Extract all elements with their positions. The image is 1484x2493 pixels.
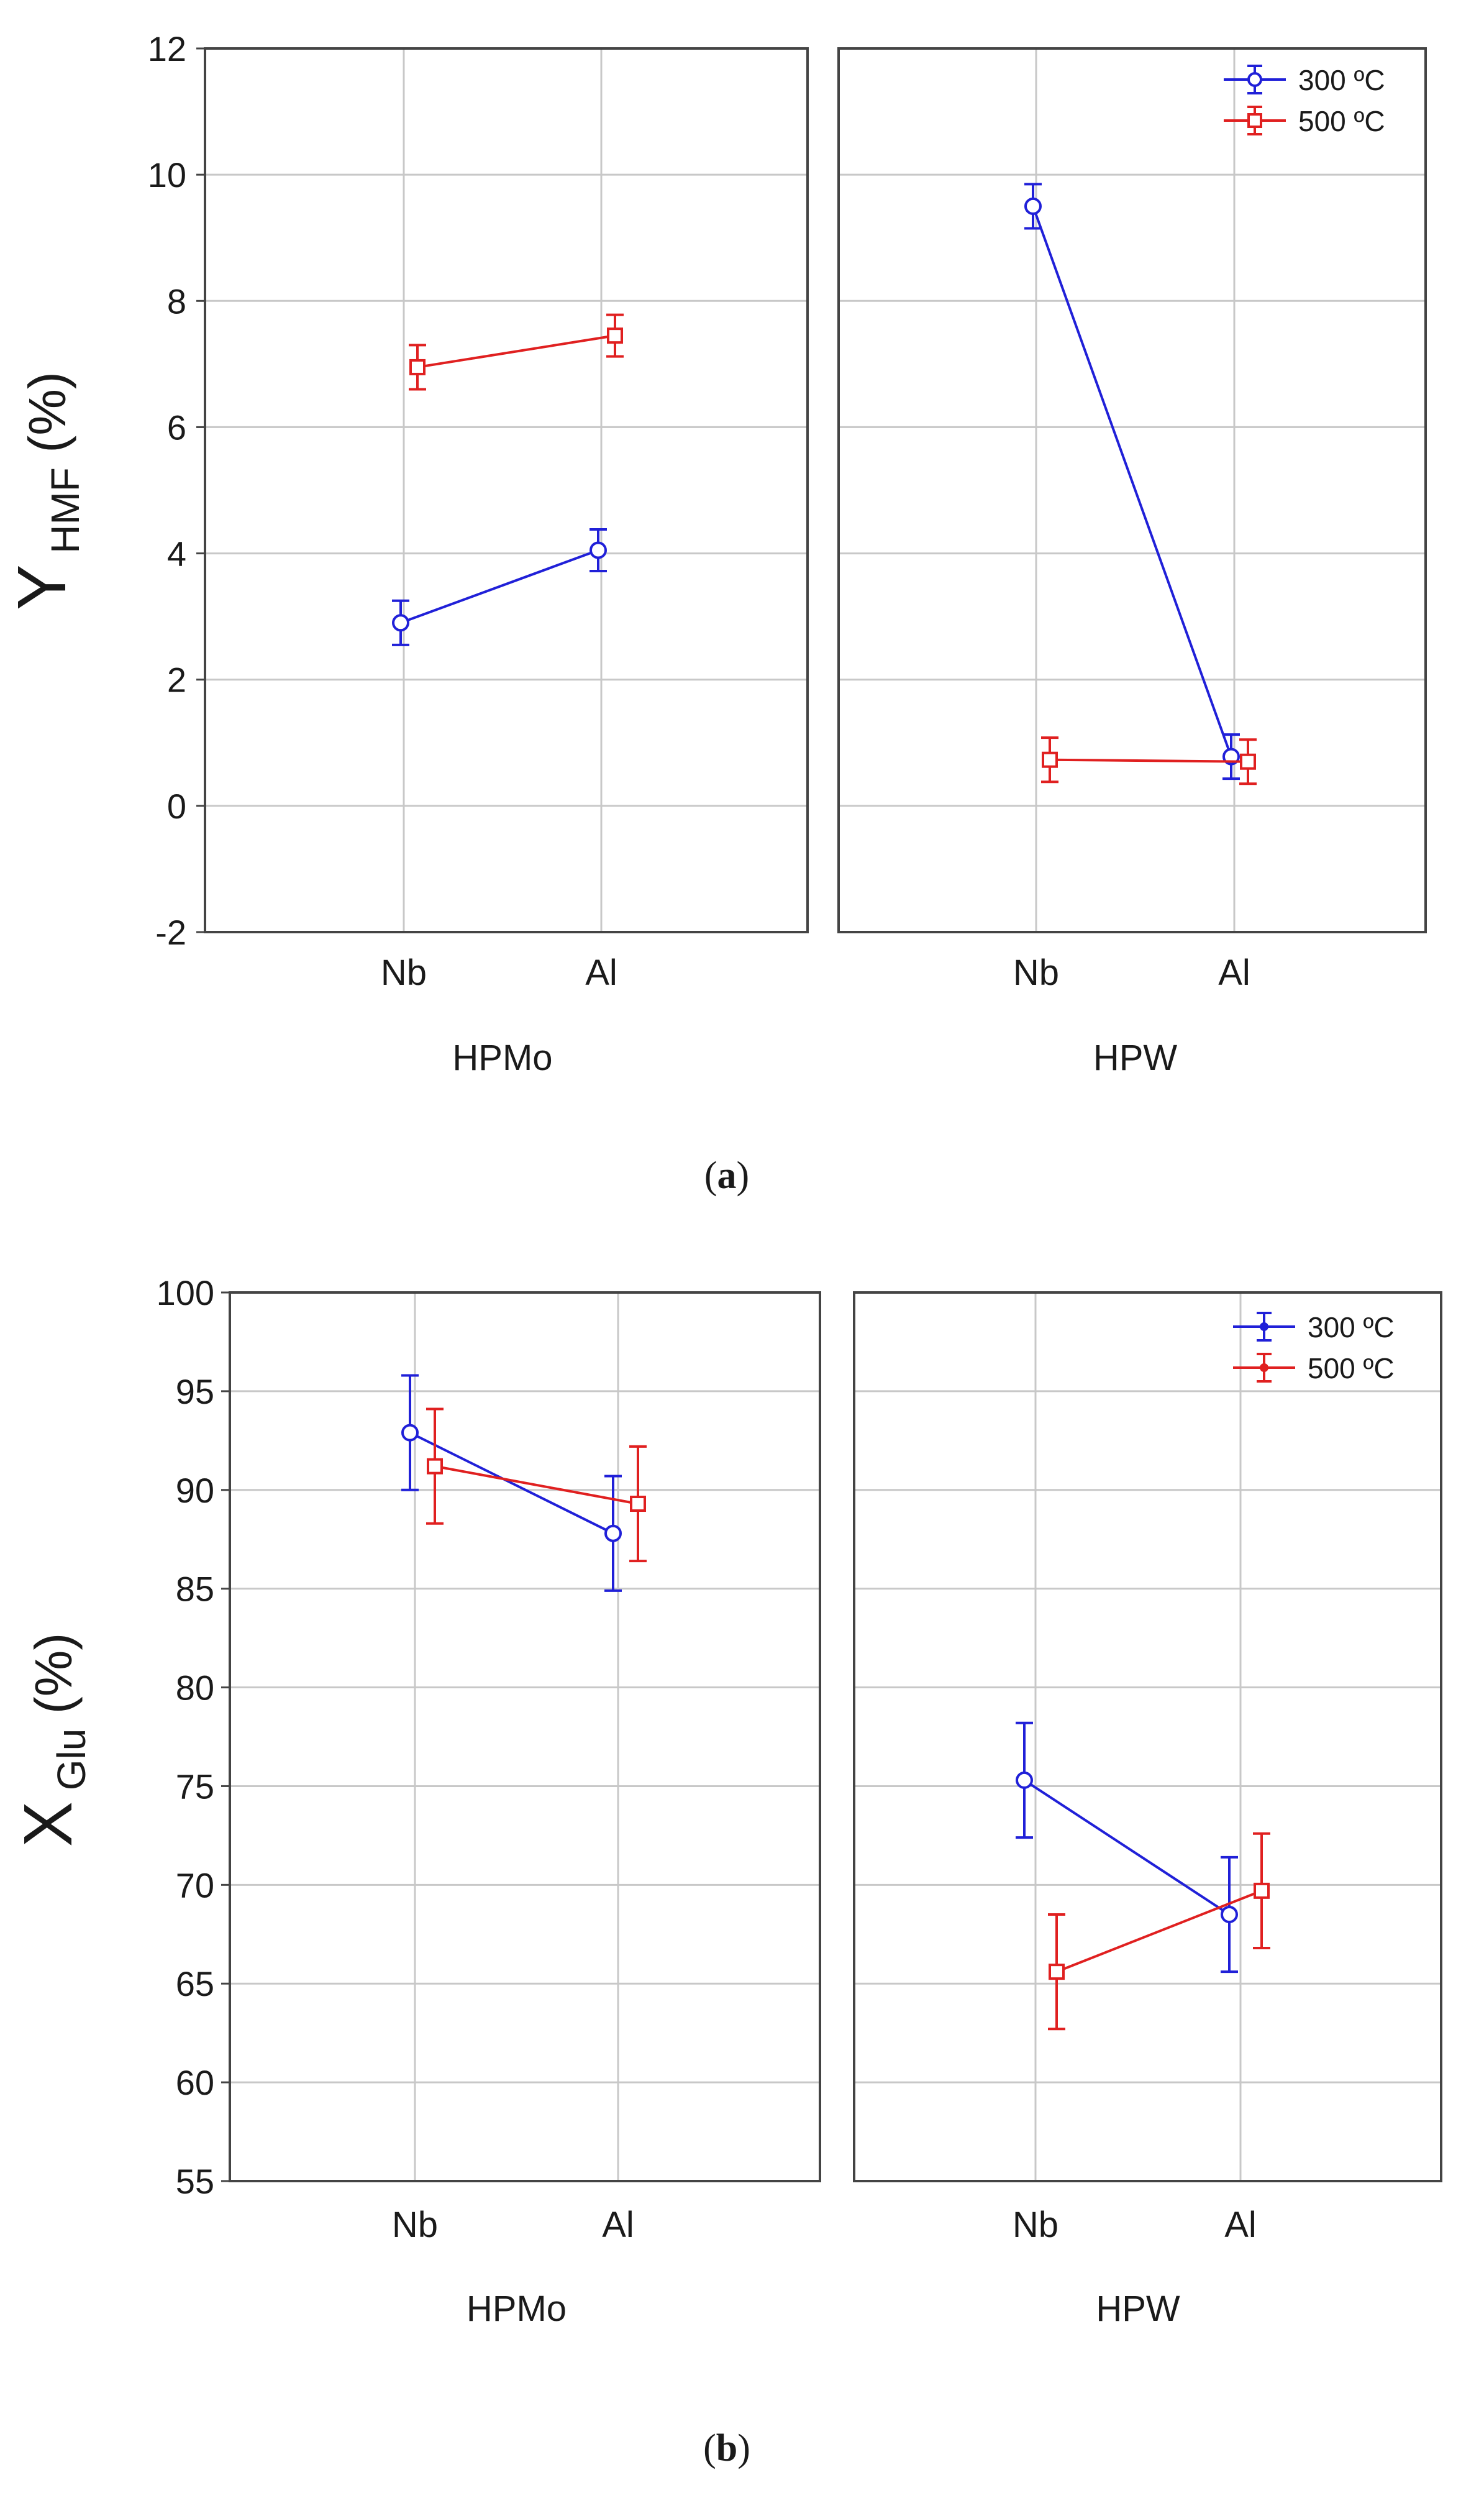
legend-marker [1260,1363,1268,1372]
y-tick-label: 95 [176,1372,214,1411]
series-a-HPMo-1 [409,313,624,391]
legend-marker [1247,72,1262,87]
y-tick-label: 12 [148,29,186,68]
data-point [1221,1906,1238,1923]
plot-frame [229,1291,821,2182]
y-tick-label: 4 [167,534,186,574]
series-line [1049,758,1249,763]
panel-caption-b: (b) [703,2427,750,2469]
series-a-HPW-0 [1024,183,1240,780]
chart-b: Nb Al HPMo Nb Al HPW 55 60 65 70 75 80 85 90 95 100 X Gl… [10,1273,1442,2469]
data-point [392,614,409,632]
data-point [1049,1964,1065,1980]
series-a-HPW-1 [1041,736,1257,785]
series-line [417,334,616,368]
y-tick-label: 10 [148,155,186,194]
legend-b: 300 ºC 500 ºC [1233,1311,1395,1384]
data-point [409,359,426,375]
group-label: HPW [1096,2289,1180,2329]
y-axis-label: Y HMF (%) [4,372,88,610]
series-line [1032,206,1232,757]
panel-a-HPW: Nb Al HPW [837,47,1427,1078]
y-tick-label: 100 [157,1273,214,1312]
y-tick-label: 2 [167,661,186,700]
series-line [434,1465,639,1505]
data-point [604,1524,622,1542]
y-tick-label: 0 [167,787,186,826]
y-tick-label: -2 [155,913,186,952]
series-b-HPW-0 [1016,1721,1238,1974]
plot-frame [204,47,809,933]
y-tick-label: 6 [167,408,186,447]
legend-marker [1260,1322,1268,1331]
x-tick-label: Al [585,953,617,993]
legend-label: 500 ºC [1308,1352,1395,1384]
plot-frame [853,1291,1442,2182]
chart-a: Nb Al HPMo Nb Al HPW -2 0 2 4 6 8 10 12 Y HMF (%) 300 º… [4,29,1427,1197]
data-point [630,1496,646,1512]
data-point [1042,751,1058,768]
group-label: HPMo [452,1038,552,1078]
data-point [1254,1882,1270,1899]
x-tick-label: Nb [1013,953,1059,993]
group-label: HPMo [467,2289,567,2329]
data-point [607,327,623,344]
data-point [1024,197,1042,215]
data-point [1240,753,1256,770]
series-b-HPW-1 [1048,1832,1270,2031]
legend-label: 500 ºC [1298,105,1385,137]
series-line [1023,1779,1231,1916]
legend-marker [1247,113,1262,128]
data-point [401,1424,419,1442]
x-tick-label: Al [1218,953,1250,993]
y-tick-label: 70 [176,1865,214,1905]
x-tick-label: Al [602,2205,634,2245]
panel-b-HPW: Nb Al HPW [853,1291,1442,2329]
panel-a-HPMo: Nb Al HPMo [196,47,809,1078]
x-tick-label: Nb [1013,2205,1058,2245]
series-a-HPMo-0 [392,528,607,646]
series-line [1056,1890,1262,1974]
series-line [409,1431,614,1535]
y-tick-label: 8 [167,281,186,321]
data-point [1016,1771,1033,1789]
series-b-HPMo-0 [401,1374,622,1592]
y-tick-label: 80 [176,1668,214,1708]
y-tick-label: 85 [176,1570,214,1609]
group-label: HPW [1093,1038,1178,1078]
plot-frame [837,47,1427,933]
y-tick-label: 75 [176,1767,214,1806]
legend-label: 300 ºC [1298,64,1385,96]
series-line [400,549,599,624]
series-b-HPMo-1 [426,1407,647,1563]
data-point [427,1458,443,1475]
legend-a: 300 ºC 500 ºC [1224,64,1385,137]
y-tick-label: 90 [176,1471,214,1510]
data-point [590,541,607,559]
y-axis-label: X Glu (%) [10,1633,94,1847]
panel-b-HPMo: Nb Al HPMo [221,1291,821,2329]
y-tick-label: 65 [176,1964,214,2003]
y-tick-label: 60 [176,2063,214,2102]
x-tick-label: Al [1224,2205,1257,2245]
y-tick-label: 55 [176,2162,214,2201]
legend-label: 300 ºC [1308,1311,1395,1343]
x-tick-label: Nb [381,953,427,993]
panel-caption-a: (a) [704,1155,749,1197]
x-tick-label: Nb [392,2205,438,2245]
